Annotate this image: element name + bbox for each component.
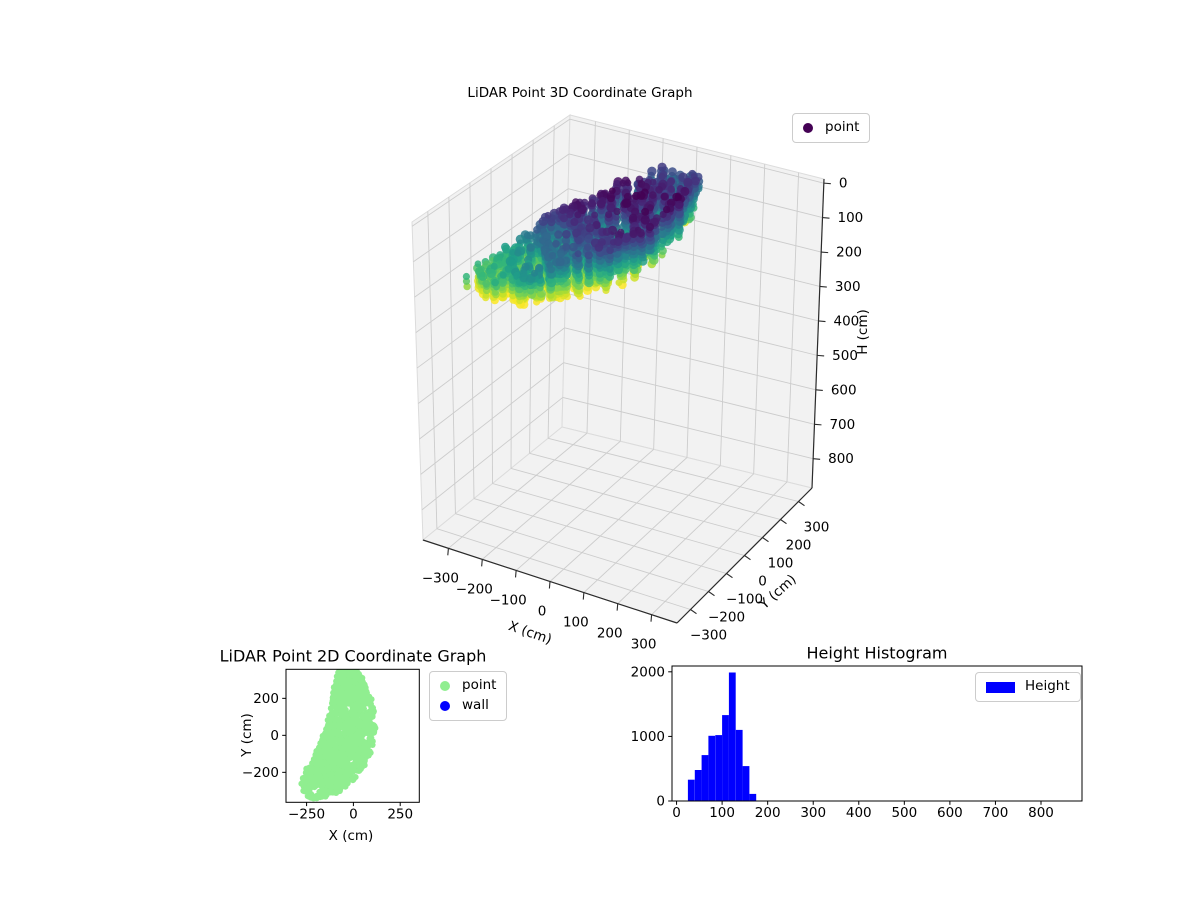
svg-text:300: 300 (835, 279, 861, 295)
legend-row-height: Height (986, 677, 1070, 697)
legend-row-point: point (440, 676, 496, 696)
wall-marker-icon (440, 701, 450, 711)
histogram-legend: Height (975, 672, 1081, 702)
svg-text:0: 0 (349, 806, 358, 822)
svg-text:−250: −250 (288, 806, 325, 822)
plot2d-title: LiDAR Point 2D Coordinate Graph (219, 646, 487, 666)
svg-text:2000: 2000 (631, 664, 665, 680)
legend-row-wall: wall (440, 696, 496, 716)
svg-text:−300: −300 (690, 628, 727, 644)
plot3d-title: LiDAR Point 3D Coordinate Graph (467, 85, 693, 101)
legend-label-point-2d: point (462, 677, 497, 694)
svg-text:0: 0 (758, 574, 767, 590)
svg-text:−200: −200 (708, 610, 745, 626)
svg-text:400: 400 (846, 805, 872, 821)
plot2d-y-axis-label: Y (cm) (239, 713, 255, 757)
svg-text:0: 0 (839, 176, 848, 192)
svg-text:0: 0 (538, 604, 547, 620)
legend-label-point: point (825, 119, 860, 136)
svg-text:200: 200 (836, 245, 862, 261)
svg-text:−100: −100 (726, 592, 763, 608)
point-marker-icon-2d (440, 681, 450, 691)
plot-2d: −250 0 250 −200 0 200 (242, 668, 420, 822)
svg-text:500: 500 (832, 348, 858, 364)
legend-label-height: Height (1025, 678, 1070, 695)
histogram-title: Height Histogram (806, 643, 948, 663)
svg-text:250: 250 (387, 806, 413, 822)
plot3d-grid (411, 118, 824, 616)
plot2d-points (298, 669, 379, 802)
plot2d-x-axis-label: X (cm) (328, 828, 374, 844)
svg-text:0: 0 (656, 794, 665, 810)
svg-text:300: 300 (800, 805, 826, 821)
plot2d-ticks: −250 0 250 −200 0 200 (242, 691, 413, 822)
svg-text:−100: −100 (490, 592, 527, 608)
plot3d-z-axis-label: H (cm) (855, 309, 871, 355)
svg-text:1000: 1000 (631, 729, 665, 745)
plot2d-legend: point wall (429, 671, 508, 721)
svg-text:−300: −300 (422, 570, 459, 586)
svg-text:600: 600 (831, 382, 857, 398)
svg-text:300: 300 (804, 520, 830, 536)
height-swatch-icon (986, 681, 1015, 693)
svg-text:−200: −200 (242, 765, 279, 781)
svg-text:100: 100 (768, 556, 794, 572)
svg-text:200: 200 (786, 538, 812, 554)
plot3d-legend: point (792, 113, 871, 143)
point-marker-icon (803, 123, 813, 133)
svg-text:300: 300 (631, 637, 657, 653)
svg-text:200: 200 (597, 626, 623, 642)
svg-text:0: 0 (672, 805, 681, 821)
legend-row-point: point (803, 118, 859, 138)
svg-text:500: 500 (891, 805, 917, 821)
svg-text:800: 800 (828, 451, 854, 467)
svg-text:100: 100 (563, 615, 589, 631)
plot3d-points (462, 162, 704, 309)
plot-histogram: 0 100 200 300 400 500 600 700 800 0 1000 2000 (631, 664, 1083, 821)
svg-text:0: 0 (270, 728, 279, 744)
svg-text:100: 100 (709, 805, 735, 821)
svg-text:700: 700 (829, 417, 855, 433)
svg-text:100: 100 (838, 210, 864, 226)
svg-text:200: 200 (253, 691, 279, 707)
svg-text:800: 800 (1028, 805, 1054, 821)
histogram-ticks: 0 100 200 300 400 500 600 700 800 0 1000 2000 (631, 664, 1054, 821)
svg-text:200: 200 (755, 805, 781, 821)
svg-text:700: 700 (983, 805, 1009, 821)
plot3d-ticks: −300−200−1000100200300−300−200−100010020… (422, 176, 863, 653)
svg-text:400: 400 (833, 313, 859, 329)
svg-text:600: 600 (937, 805, 963, 821)
histogram-bars (687, 672, 757, 801)
svg-text:−200: −200 (456, 581, 493, 597)
legend-label-wall: wall (462, 697, 489, 714)
